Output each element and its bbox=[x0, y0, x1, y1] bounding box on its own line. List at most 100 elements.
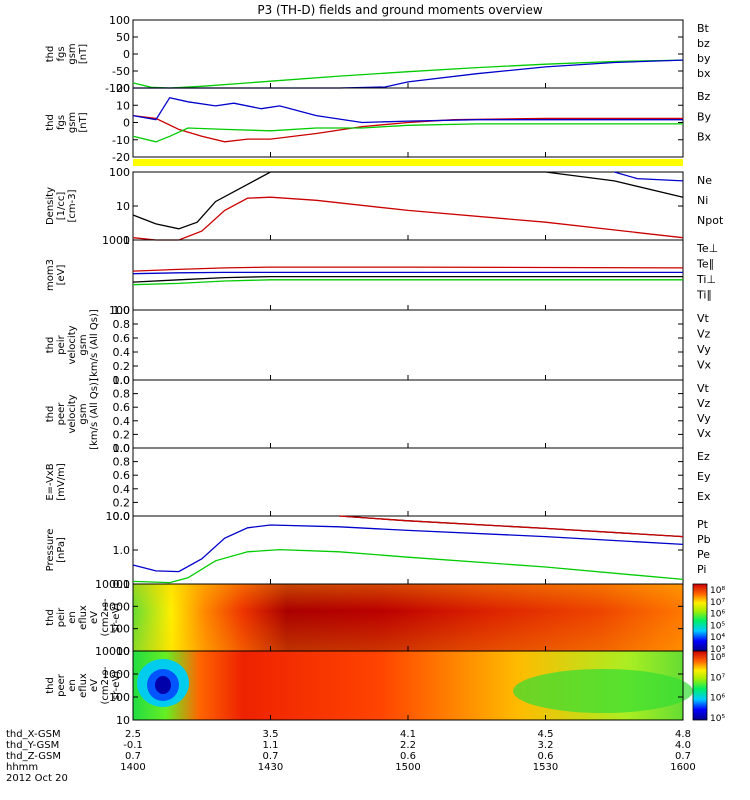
x-table-value: 4.8 bbox=[675, 729, 691, 740]
legend-label: Vt bbox=[697, 382, 710, 395]
y-tick-label: 0.6 bbox=[113, 469, 131, 482]
legend-label: Bz bbox=[697, 90, 711, 103]
panel-peer_spectrogram: 10⁸ 10⁷ 10⁶ 10⁵ 10000 1000 100 10 thdpeereneflux… bbox=[45, 645, 725, 727]
legend-label: Pi bbox=[697, 563, 706, 576]
panel-frame bbox=[132, 379, 684, 449]
legend-label: Bx bbox=[697, 131, 712, 144]
y-tick-label: 0.1 bbox=[113, 578, 131, 591]
x-table-value: 1500 bbox=[395, 762, 420, 773]
panel-frame bbox=[132, 19, 684, 89]
x-table-value: 4.5 bbox=[538, 729, 554, 740]
y-axis-label-line: thd bbox=[45, 114, 56, 131]
legend-label: Npot bbox=[697, 214, 724, 227]
panel-peir_velocity: 1.00.80.60.40.20.0thdpeirvelocitygsm[km/… bbox=[45, 304, 712, 387]
panel-fgs_gsm_high: 20 10 0 -10 -20 thdfgsgsm[nT] Bz By Bx bbox=[45, 82, 712, 164]
x-row-label: hhmm bbox=[6, 762, 38, 773]
y-axis-label-line: peer bbox=[56, 402, 67, 426]
y-axis-label-line: velocity bbox=[67, 394, 78, 433]
series-Ti⊥ bbox=[132, 271, 683, 275]
panel-frame bbox=[132, 239, 684, 311]
x-table-value: 0.7 bbox=[675, 751, 691, 762]
y-tick-label: -100 bbox=[105, 82, 130, 95]
heatmap-blob-core bbox=[155, 676, 171, 694]
y-tick-label: 0.2 bbox=[113, 428, 131, 441]
y-axis-label-line: sr-eV) bbox=[111, 603, 122, 632]
y-axis-label-line: [km/s (All Qs)] bbox=[89, 378, 100, 450]
colorbar bbox=[692, 583, 708, 652]
y-axis-label-line: gsm bbox=[78, 334, 89, 355]
x-table-value: 0.7 bbox=[263, 751, 279, 762]
x-table-value: 4.0 bbox=[675, 740, 691, 751]
legend-label: Te∥ bbox=[696, 258, 714, 271]
y-tick-label: 0.0 bbox=[113, 442, 131, 455]
series-Te∥ bbox=[132, 275, 683, 283]
y-axis-label-line: (cm2-s- bbox=[100, 666, 111, 704]
y-tick-label: 100 bbox=[109, 623, 130, 636]
colorbar-label: 10⁵ bbox=[710, 714, 725, 724]
legend-label: Vt bbox=[697, 312, 710, 325]
y-axis-label-line: gsm bbox=[67, 112, 78, 133]
series-Pb bbox=[339, 515, 684, 538]
legend-label: Pt bbox=[697, 518, 709, 531]
x-date: 2012 Oct 20 bbox=[6, 773, 68, 784]
legend-label: bx bbox=[697, 67, 711, 80]
x-table-value: -0.1 bbox=[123, 740, 143, 751]
y-axis-label: mom3[eV] bbox=[45, 259, 67, 291]
legend-label: Vx bbox=[697, 359, 712, 372]
colorbar bbox=[692, 650, 708, 721]
x-row-label: thd_Z-GSM bbox=[6, 751, 61, 762]
y-axis-label-line: eV bbox=[89, 611, 100, 624]
y-tick-label: 1.0 bbox=[113, 544, 131, 557]
x-table-value: 1430 bbox=[258, 762, 283, 773]
legend-label: By bbox=[697, 110, 712, 123]
y-tick-label: 10000 bbox=[95, 578, 130, 591]
chart-title: P3 (TH-D) fields and ground moments over… bbox=[257, 3, 542, 17]
x-table-value: 0.7 bbox=[125, 751, 141, 762]
y-tick-label: 0.8 bbox=[113, 456, 131, 469]
colorbar-label: 10⁶ bbox=[710, 610, 725, 620]
y-tick-label: 100 bbox=[109, 691, 130, 704]
colorbar-label: 10⁵ bbox=[710, 621, 725, 631]
y-axis-label-line: gsm bbox=[78, 403, 89, 424]
legend-label: Ti∥ bbox=[696, 289, 712, 302]
y-axis-label-line: [cm-3] bbox=[67, 189, 78, 222]
y-axis-label: thdpeirvelocitygsm[km/s (All Qs)] bbox=[45, 309, 100, 381]
x-table-value: 1400 bbox=[120, 762, 145, 773]
panel-frame bbox=[132, 447, 684, 517]
y-tick-label: 0.4 bbox=[113, 346, 131, 359]
legend-label: Ti⊥ bbox=[696, 273, 716, 286]
colorbar-label: 10⁶ bbox=[710, 694, 725, 704]
y-tick-label: 100 bbox=[109, 14, 130, 27]
y-axis-label-line: E=-VxB bbox=[45, 463, 56, 500]
legend-label: Ex bbox=[697, 490, 711, 503]
y-axis-label-line: thd bbox=[45, 337, 56, 354]
y-axis-label: thdpeirenefluxeV(cm2-s-sr-eV) bbox=[45, 598, 122, 636]
series-Bx bbox=[132, 96, 683, 124]
series-By bbox=[132, 123, 683, 143]
y-tick-label: 1.0 bbox=[113, 304, 131, 317]
y-axis-label-line: en bbox=[67, 611, 78, 624]
y-axis-label-line: Density bbox=[45, 187, 56, 225]
panel-peer_velocity: 1.00.80.60.40.20.0thdpeervelocitygsm[km/… bbox=[45, 374, 712, 455]
series-Pi bbox=[132, 524, 684, 573]
y-axis-label-line: thd bbox=[45, 609, 56, 626]
legend-label: Vy bbox=[697, 343, 711, 356]
y-tick-label: 0.6 bbox=[113, 332, 131, 345]
y-axis-label-line: peer bbox=[56, 673, 67, 697]
colorbar-label: 10³ bbox=[710, 645, 725, 655]
y-tick-label: 1000 bbox=[102, 600, 130, 613]
y-tick-label: 10 bbox=[116, 99, 130, 112]
heatmap-blob-green bbox=[513, 669, 693, 713]
y-axis-label-line: peir bbox=[56, 334, 67, 354]
series-Te⊥ bbox=[132, 266, 684, 272]
y-tick-label: 10.0 bbox=[106, 510, 131, 523]
x-table-value: 0.6 bbox=[400, 751, 416, 762]
panel-frame bbox=[132, 515, 684, 585]
y-tick-label: 0.8 bbox=[113, 388, 131, 401]
x-table-value: 2.5 bbox=[125, 729, 141, 740]
heatmap-overlay bbox=[133, 584, 683, 651]
y-tick-label: 1.0 bbox=[113, 374, 131, 387]
series-Ni bbox=[132, 171, 684, 230]
